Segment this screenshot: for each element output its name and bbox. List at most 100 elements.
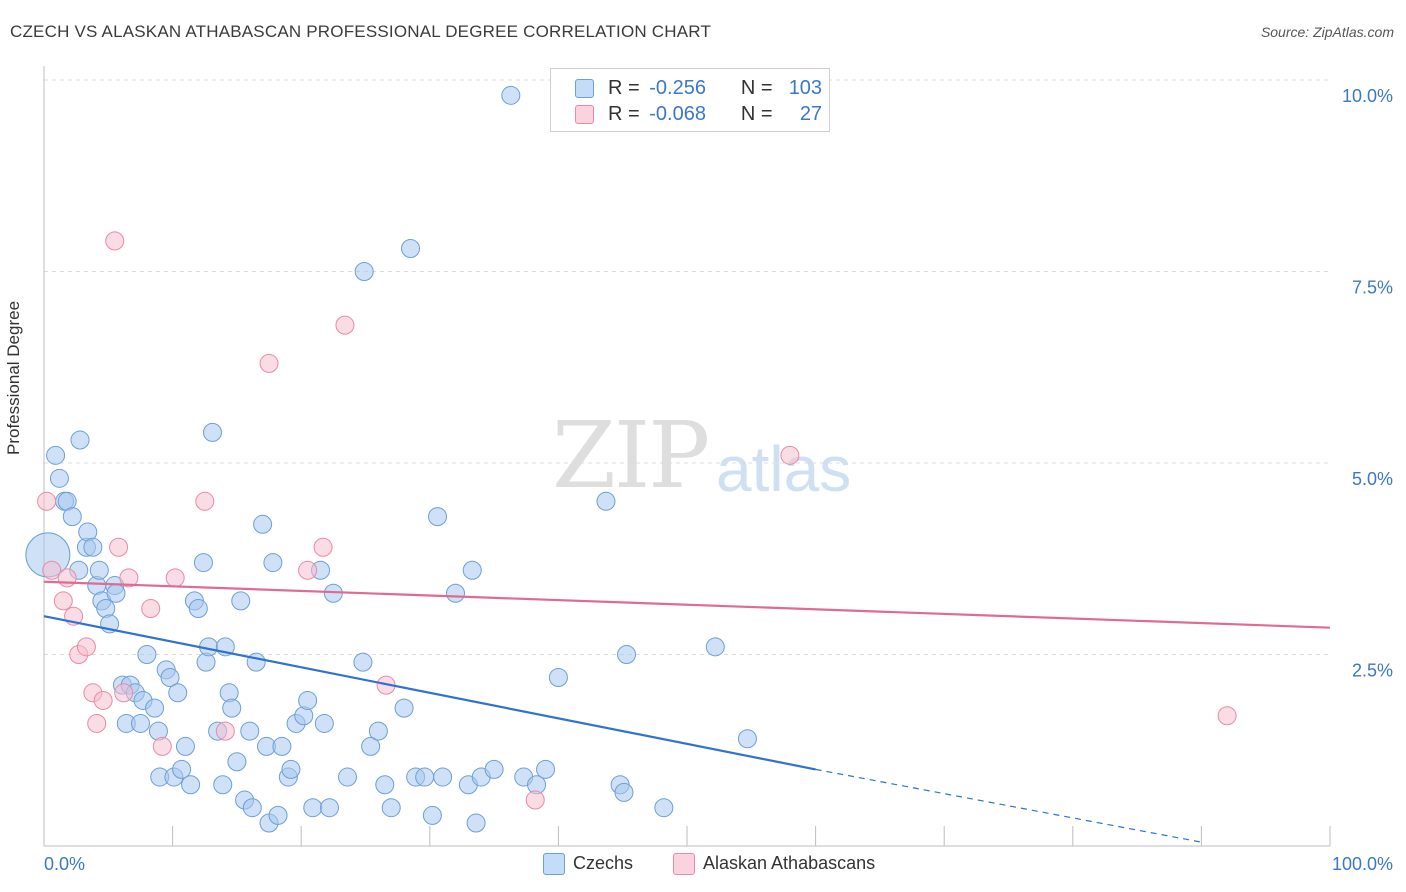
alaskan-point [525,790,545,810]
czech-point [246,652,266,672]
czech-point [202,422,222,442]
czech-point [394,698,414,718]
czech-point [240,721,260,741]
czech-point [536,759,556,779]
czech-point [354,262,374,281]
czech-point [46,445,66,465]
alaskan-trend-line [43,580,1331,629]
alaskan-point [215,721,235,741]
czech-point [303,798,323,818]
czechs-swatch [575,79,594,98]
czech-point [484,759,504,779]
czech-point [381,798,401,818]
y-tick-label: 10.0% [1342,86,1393,106]
stats-legend: R = -0.256 N = 103 R = -0.068 N = 27 [550,68,830,132]
czech-point [337,767,357,787]
czech-point [401,239,421,259]
czech-point [375,775,395,795]
alaskan-n-value: 27 [799,103,823,125]
czech-point [548,667,568,687]
alaskan-point [37,491,57,511]
czech-trend-extension [815,768,1202,843]
x-tick-label: 0.0% [44,854,85,874]
alaskan-point [109,537,129,557]
czech-point [253,514,273,534]
x-tick-label: 100.0% [1332,854,1393,874]
czech-point [231,591,251,611]
czech-point [462,560,482,580]
czech-point [614,782,634,802]
alaskan-point [105,231,125,251]
czech-point [268,805,288,825]
alaskan-point [313,537,333,557]
stats-text-czechs: R = -0.256 N = 103 [608,77,823,99]
czech-point [596,491,616,511]
alaskan-point [53,591,73,611]
alaskan-r-value: -0.068 [649,103,706,125]
watermark-atlas: atlas [716,433,852,505]
chart-title: CZECH VS ALASKAN ATHABASCAN PROFESSIONAL… [10,22,712,41]
czech-point [168,683,188,703]
alaskan-point [42,560,62,580]
czech-point [466,813,486,833]
alaskan-point [57,568,77,588]
czech-point [83,537,103,557]
alaskan-point [114,683,134,703]
czech-point [106,583,126,603]
alaskan-point [780,445,800,465]
czech-point [175,736,195,756]
czech-point [415,767,435,787]
czech-point [213,775,233,795]
y-tick-label: 7.5% [1352,278,1393,298]
alaskan-point [195,491,215,511]
czechs-r-value: -0.256 [649,77,706,99]
czech-point [160,667,180,687]
czech-point [281,759,301,779]
series-legend: Czechs Alaskan Athabascans [0,852,1406,876]
czech-point [242,798,262,818]
alaskan-point [93,690,113,710]
watermark-zip: ZIP [552,402,710,509]
source-credit: Source: ZipAtlas.com [1260,24,1394,40]
alaskan-point [119,568,139,588]
czech-point [263,553,283,573]
czech-point [193,553,213,573]
alaskan-point [152,736,172,756]
alaskan-point [298,560,318,580]
czech-point [222,698,242,718]
czech-point [617,645,637,664]
czech-point [705,637,725,657]
y-tick-label: 2.5% [1352,661,1393,681]
czech-point [137,645,157,664]
czech-point [433,767,453,787]
czech-point [361,736,381,756]
alaskan-point [165,568,185,588]
czech-point [368,721,388,741]
czech-point [319,798,339,818]
czech-point [188,599,208,619]
czech-trend-line [43,615,816,771]
czech-point [70,430,90,450]
czech-point [227,752,247,772]
alaskan-point [87,713,107,733]
alaskan-swatch [575,105,594,124]
czech-point [272,736,292,756]
czech-point [353,652,373,672]
czech-point [181,775,201,795]
czech-point [501,85,521,105]
alaskan-point [76,637,96,657]
alaskan-point [335,315,355,335]
czech-point [130,713,150,733]
czech-point [145,698,165,718]
czech-point [298,690,318,710]
alaskan-point [141,599,161,619]
czech-point [62,507,82,527]
czech-point [446,583,466,603]
czech-point [737,729,757,749]
stats-text-alaskan: R = -0.068 N = 27 [608,103,823,125]
alaskan-point [259,353,279,373]
czech-point [89,560,109,580]
czech-point [422,805,442,825]
legend-label-alaskan: Alaskan Athabascans [703,853,876,873]
czech-point [314,713,334,733]
